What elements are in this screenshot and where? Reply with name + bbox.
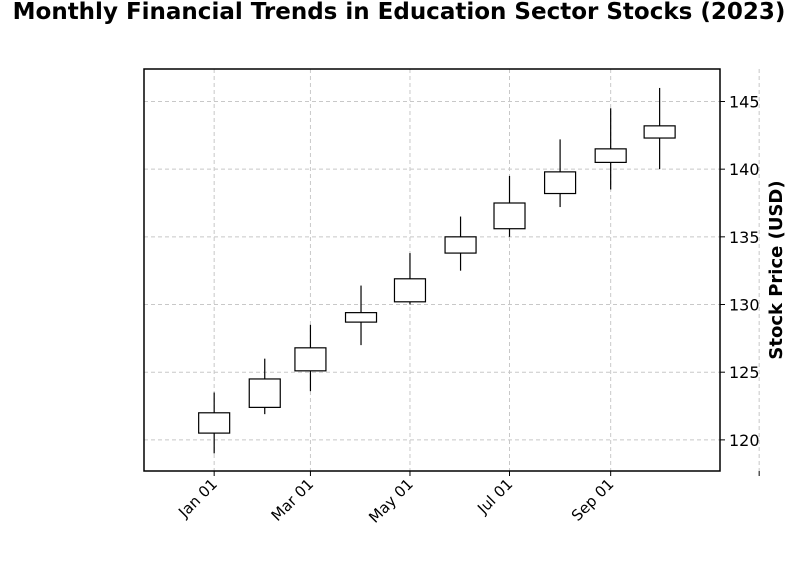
candle-body bbox=[198, 412, 231, 434]
x-tick-label: Jan 01 bbox=[174, 475, 221, 522]
candle-body bbox=[493, 202, 526, 230]
candle bbox=[643, 87, 676, 170]
candle bbox=[198, 392, 231, 454]
chart-title: Monthly Financial Trends in Education Se… bbox=[12, 0, 786, 25]
y-tick-label: 120 bbox=[729, 431, 760, 450]
candle-body bbox=[594, 148, 627, 163]
y-axis-label: Stock Price (USD) bbox=[766, 180, 787, 359]
candle bbox=[294, 324, 327, 392]
candle-body bbox=[344, 312, 378, 323]
candle-body bbox=[294, 347, 327, 372]
x-axis: Jan 01 Mar 01 May 01 Jul 01 Sep 01 bbox=[174, 471, 760, 527]
y-tick-label: 140 bbox=[729, 160, 760, 179]
y-tick-label: 130 bbox=[729, 296, 760, 315]
candle-body bbox=[643, 125, 676, 139]
candle bbox=[594, 108, 627, 190]
candle bbox=[248, 358, 281, 415]
x-tick-label: May 01 bbox=[365, 475, 417, 527]
candle-body bbox=[543, 171, 577, 195]
x-tick-label: Mar 01 bbox=[268, 475, 318, 525]
candle-body bbox=[444, 236, 477, 254]
candle-body bbox=[248, 378, 281, 408]
candle bbox=[393, 253, 427, 305]
candle bbox=[493, 175, 526, 237]
candles bbox=[198, 87, 676, 454]
y-axis: 120 125 130 135 140 145 bbox=[720, 92, 760, 450]
candle bbox=[344, 285, 378, 346]
x-tick-label: Jul 01 bbox=[473, 475, 516, 518]
y-tick-label: 135 bbox=[729, 228, 760, 247]
x-tick-label: Sep 01 bbox=[568, 475, 618, 525]
candle bbox=[444, 216, 477, 271]
candle bbox=[543, 139, 577, 208]
y-tick-label: 145 bbox=[729, 92, 760, 111]
candle-body bbox=[393, 278, 427, 303]
plot-frame bbox=[143, 68, 721, 472]
y-tick-label: 125 bbox=[729, 363, 760, 382]
